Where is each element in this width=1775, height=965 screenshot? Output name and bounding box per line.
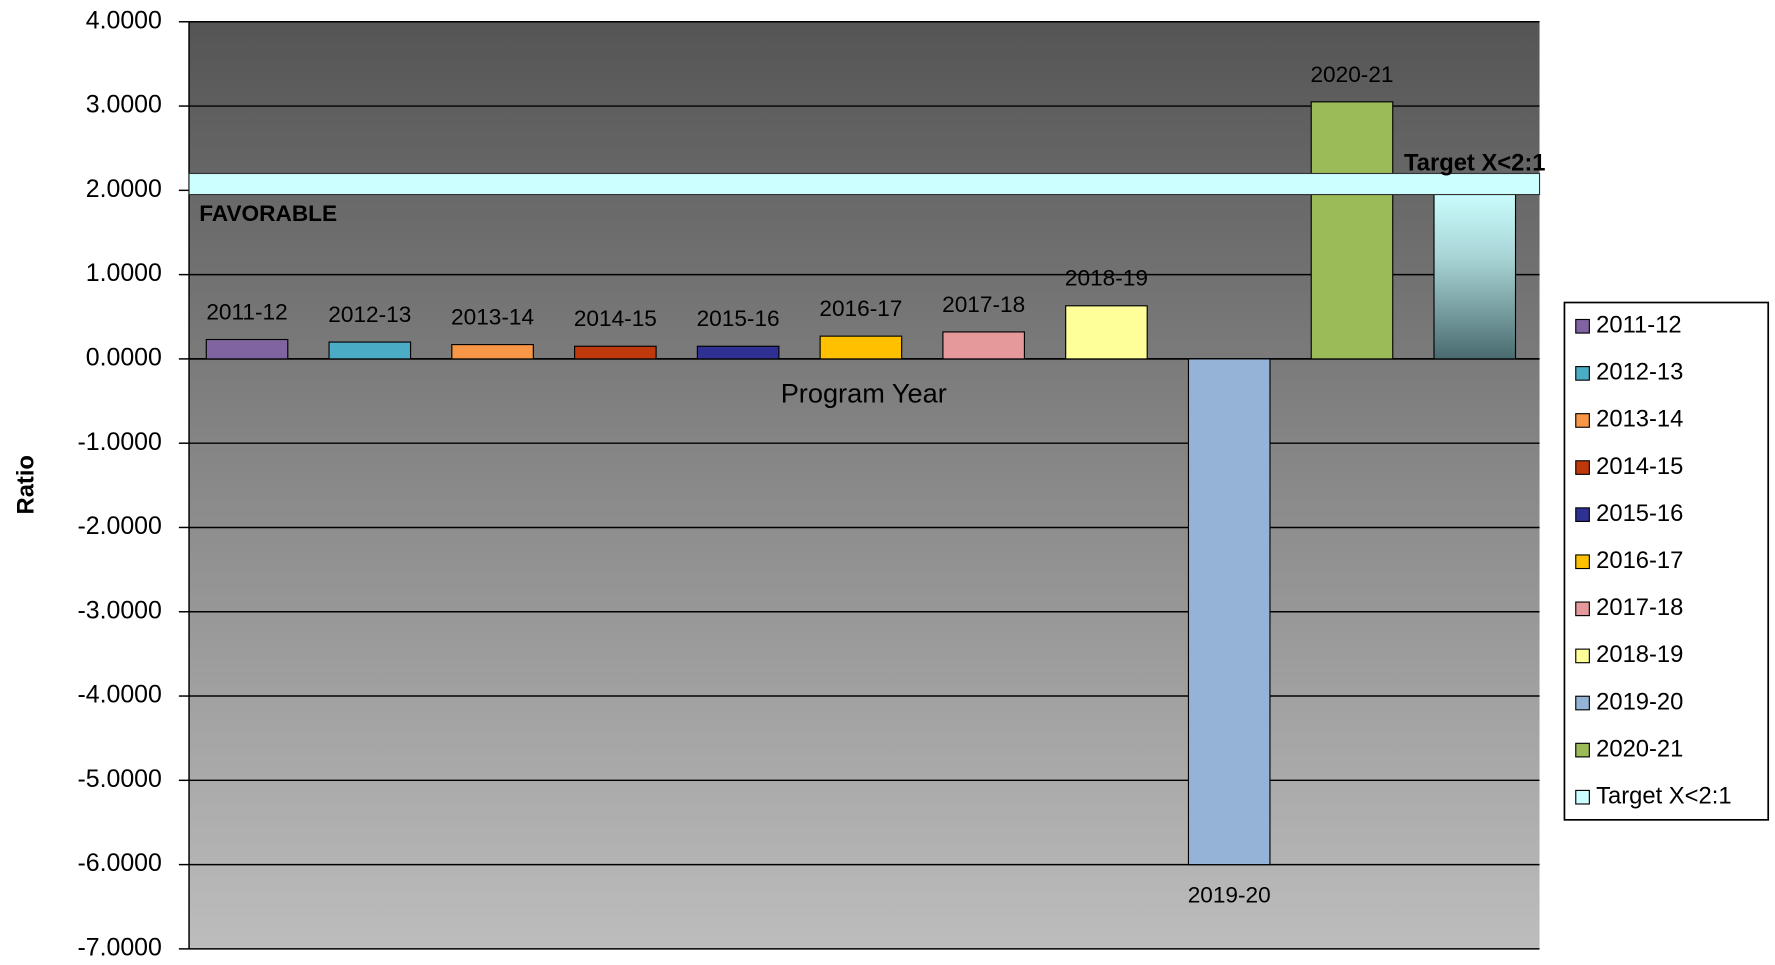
bar xyxy=(696,345,780,360)
y-tick-label: -4.0000 xyxy=(77,681,161,709)
legend-label: 2014-15 xyxy=(1596,453,1683,480)
legend-swatch xyxy=(1575,366,1590,381)
bar xyxy=(1065,305,1148,360)
legend xyxy=(1563,301,1770,821)
bar xyxy=(819,335,903,360)
legend-swatch xyxy=(1575,695,1590,711)
legend-swatch xyxy=(1575,554,1590,570)
data-label: 2013-14 xyxy=(451,305,534,330)
legend-label: Target X<2:1 xyxy=(1596,782,1731,809)
reference-band xyxy=(188,172,1541,196)
legend-label: 2011-12 xyxy=(1596,312,1681,339)
data-label: 2020-21 xyxy=(1310,62,1393,87)
bar xyxy=(574,345,657,360)
legend-label: 2016-17 xyxy=(1596,547,1683,574)
y-tick-label: 3.0000 xyxy=(86,91,162,119)
bar xyxy=(328,341,412,360)
y-tick-label: -5.0000 xyxy=(77,765,161,793)
data-label: 2014-15 xyxy=(574,306,657,331)
legend-label: 2012-13 xyxy=(1596,359,1683,386)
bar xyxy=(451,344,534,360)
y-tick-label: -6.0000 xyxy=(77,849,161,877)
data-label: 2016-17 xyxy=(819,296,902,321)
y-tick-label: 2.0000 xyxy=(86,175,162,203)
y-tick-label: -7.0000 xyxy=(77,933,161,961)
data-label: 2019-20 xyxy=(1188,882,1271,907)
y-tick-label: -2.0000 xyxy=(77,512,161,540)
data-label: Target X<2:1 xyxy=(1404,150,1546,177)
y-tick-label: 4.0000 xyxy=(86,6,162,34)
legend-label: 2019-20 xyxy=(1596,688,1683,715)
legend-swatch xyxy=(1575,318,1590,334)
legend-swatch xyxy=(1575,507,1590,523)
x-axis-label: Program Year xyxy=(781,378,947,409)
bar xyxy=(1310,101,1394,360)
bar xyxy=(942,331,1025,360)
data-label: 2018-19 xyxy=(1065,266,1148,291)
data-label: 2015-16 xyxy=(697,306,780,331)
annotation: FAVORABLE xyxy=(199,201,337,226)
legend-swatch xyxy=(1575,460,1590,475)
legend-swatch xyxy=(1575,601,1590,617)
bar xyxy=(1433,189,1517,360)
bar xyxy=(205,338,289,360)
legend-swatch xyxy=(1575,789,1590,805)
y-axis-label: Ratio xyxy=(12,455,39,514)
y-tick-label: 0.0000 xyxy=(86,343,162,371)
y-tick-label: -3.0000 xyxy=(77,596,161,624)
legend-label: 2015-16 xyxy=(1596,500,1683,527)
legend-label: 2020-21 xyxy=(1596,735,1683,762)
data-label: 2011-12 xyxy=(206,299,287,324)
legend-swatch xyxy=(1575,742,1590,758)
y-tick-label: 1.0000 xyxy=(86,259,162,287)
legend-swatch xyxy=(1575,648,1590,664)
legend-label: 2017-18 xyxy=(1596,594,1683,621)
bar xyxy=(1187,358,1271,866)
y-tick-label: -1.0000 xyxy=(77,428,161,456)
legend-label: 2018-19 xyxy=(1596,641,1683,668)
data-label: 2017-18 xyxy=(942,292,1025,317)
legend-label: 2013-14 xyxy=(1596,406,1683,433)
data-label: 2012-13 xyxy=(328,302,411,327)
legend-swatch xyxy=(1575,413,1590,428)
